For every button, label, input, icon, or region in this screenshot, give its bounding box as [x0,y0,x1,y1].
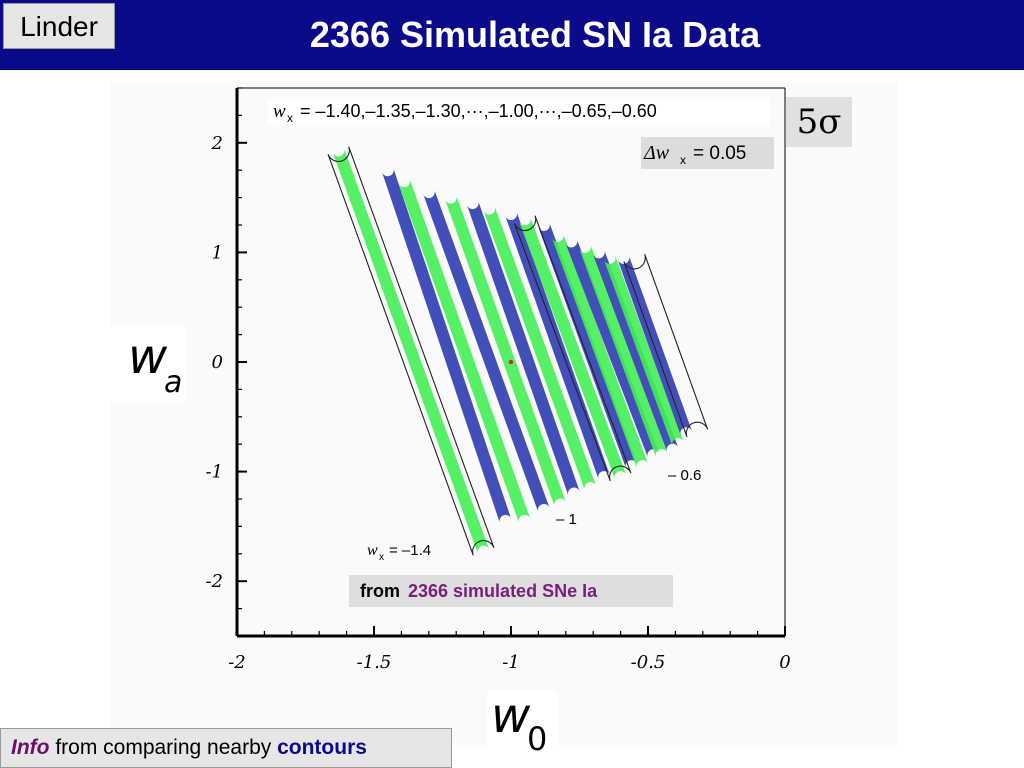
y-axis-label-main: w [128,329,168,385]
axis-ticks [236,87,786,637]
x-tick-label: -2 [228,652,246,673]
contour-band-wx--1.25 [423,190,550,513]
author-label: Linder [3,3,115,49]
label-wx-bottom-value: = –1.4 [389,542,431,559]
x-tick-label: 0 [779,652,790,673]
chart: -2 -1.5 -1 -0.5 0 2 1 0 -1 -2 w x = –1.40,–1.35,–… [205,87,791,673]
contour-band-wx--0.7 [604,255,684,447]
contour-band-wx--0.65 [617,255,693,436]
x-tick-label: -1 [502,652,520,673]
contour-band-wx--1.15 [466,201,580,496]
delta-wx-sub: x [680,153,686,167]
x-tick-label: -0.5 [631,652,666,673]
contour-band-wx--1.3 [398,179,531,523]
source-prefix: from [360,581,400,601]
legend-wx-sub: x [287,111,293,125]
delta-wx-value: = 0.05 [693,143,746,164]
legend-wx-symbol: w [273,101,286,122]
contour-band-wx--0.95 [538,222,638,469]
info-footer: Info from comparing nearby contours [0,728,452,768]
contour-band-wx--1.1 [483,206,597,491]
y-axis-label: w a [110,325,186,403]
x-axis-label-main: w [491,688,531,744]
footer-contours-word: contours [277,736,367,759]
sigma-badge: 5σ [786,97,852,147]
source-highlight: 2366 simulated SNe Ia [408,581,598,601]
source-note: from 2366 simulated SNe Ia [349,575,673,607]
x-axis-label: w 0 [487,688,557,760]
delta-wx-symbol: Δw [643,142,670,164]
slide-title: 2366 Simulated SN Ia Data [309,14,761,55]
y-tick-label: -1 [205,462,223,483]
y-tick-label: 1 [212,242,223,263]
y-tick-label: -2 [205,571,223,592]
contour-band-wx--1.4 [332,148,490,554]
fiducial-point [508,359,514,365]
footer-info-word: Info [11,736,50,759]
tick-labels: -2 -1.5 -1 -0.5 0 2 1 0 -1 -2 [205,133,790,673]
footer-middle-text: from comparing nearby [49,736,278,759]
legend-background [268,99,770,125]
contour-band-wx--0.85 [565,239,660,458]
legend-wx-values: = –1.40,–1.35,–1.30,···,–1.00,···,–0.65,… [300,101,657,121]
delta-wx-box [641,137,774,169]
contour-bands [332,148,693,554]
contour-band-wx--0.9 [551,233,649,469]
title-bar: Linder 2366 Simulated SN Ia Data [0,0,1024,70]
contour-band-wx--0.8 [579,244,668,458]
label-minus-point-six: – 0.6 [668,467,701,484]
contour-band-wx--1.05 [505,212,610,480]
y-axis-label-sub: a [164,365,183,400]
x-tick-label: -1.5 [357,652,392,673]
label-minus-one: – 1 [556,511,577,528]
x-axis-label-sub: 0 [527,720,548,758]
plot-area: -2 -1.5 -1 -0.5 0 2 1 0 -1 -2 w x = –1.40,–1.35,–… [110,83,898,745]
y-tick-label: 2 [211,133,223,154]
contour-band-wx--1.35 [382,168,512,523]
y-tick-label: 0 [212,352,223,373]
contour-band-wx--1.2 [445,195,566,507]
label-wx-bottom-symbol: w [367,542,378,559]
contour-band-wx--1 [519,217,627,480]
label-wx-bottom-sub: x [379,552,384,563]
